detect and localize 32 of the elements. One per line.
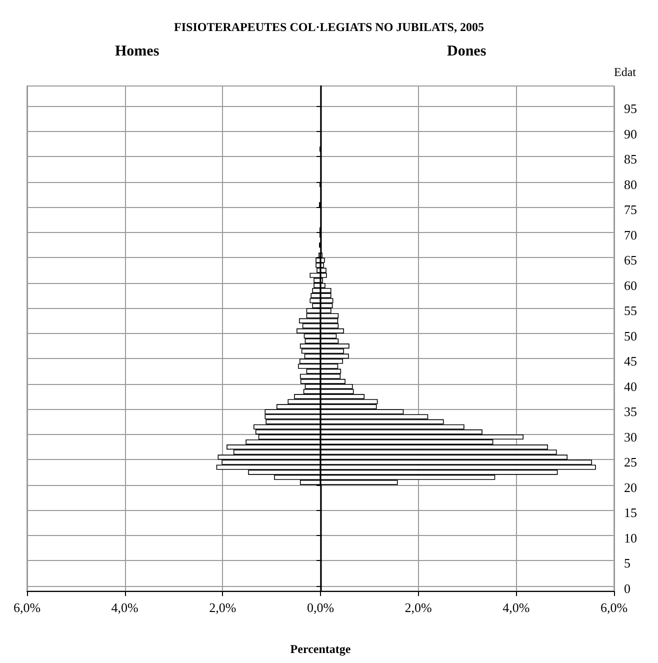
chart-title: FISIOTERAPEUTES COL·LEGIATS NO JUBILATS, 2005 (174, 20, 484, 34)
y-tick-label: 25 (624, 454, 637, 470)
x-tick-label: 2,0% (404, 600, 432, 615)
y-axis-title: Edat (614, 65, 637, 79)
x-tick-label: 6,0% (600, 600, 628, 615)
text: Dones (447, 44, 486, 60)
y-tick-label: 95 (624, 101, 637, 116)
text: Homes (115, 44, 160, 60)
x-tick-label: 4,0% (502, 600, 530, 615)
y-tick-label: 5 (624, 556, 630, 571)
y-tick-label: 35 (624, 404, 637, 420)
x-tick-label: 4,0% (111, 600, 139, 615)
y-tick-label: 30 (624, 429, 637, 444)
y-tick-label: 75 (624, 202, 637, 218)
x-tick-label: 6,0% (13, 600, 41, 615)
y-tick-label: 70 (624, 227, 637, 242)
y-tick-label: 85 (624, 152, 637, 167)
y-tick-label: 80 (624, 176, 637, 192)
x-tick-label: 0,0% (306, 600, 334, 615)
y-tick-label: 55 (624, 303, 637, 318)
x-axis-title: Percentatge (290, 642, 352, 656)
y-tick-label: 50 (624, 328, 637, 344)
y-tick-label: 15 (624, 505, 637, 520)
x-tick-label: 2,0% (209, 600, 236, 615)
y-tick-label: 10 (624, 530, 637, 546)
y-tick-label: 0 (624, 580, 630, 596)
y-tick-label: 20 (624, 480, 637, 495)
y-tick-label: 90 (624, 126, 637, 142)
y-tick-label: 65 (624, 252, 637, 268)
y-tick-label: 45 (624, 354, 637, 369)
y-tick-label: 40 (624, 378, 637, 394)
y-tick-label: 60 (624, 278, 637, 293)
